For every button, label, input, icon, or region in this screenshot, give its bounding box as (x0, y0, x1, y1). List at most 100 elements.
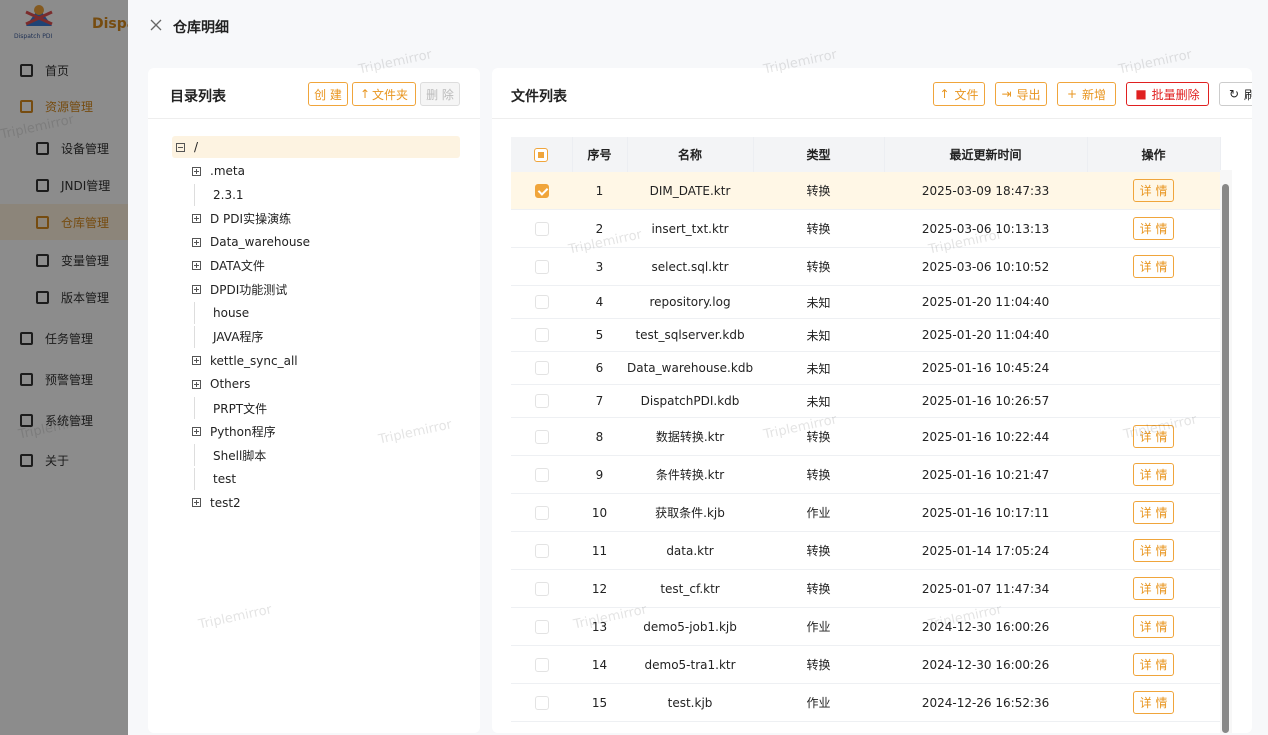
tree-node[interactable]: Data_warehouse (192, 231, 310, 253)
tree-node[interactable]: Shell脚本 (192, 444, 266, 467)
checkbox[interactable] (534, 505, 549, 520)
detail-button[interactable]: 详 情 (1132, 653, 1175, 676)
submenu-item[interactable]: 设备管理 (0, 130, 128, 166)
table-row[interactable]: 9 条件转换.ktr 转换 2025-01-16 10:21:47 详 情 (511, 455, 1221, 494)
tree-node[interactable]: kettle_sync_all (192, 350, 298, 372)
checkbox[interactable] (534, 147, 549, 162)
button[interactable]: ↻ 刷新 (1219, 82, 1252, 106)
table-row[interactable]: 13 demo5-job1.kjb 作业 2024-12-30 16:00:26 详 情 (511, 607, 1221, 646)
tree-node[interactable]: 2.3.1 (192, 183, 244, 206)
button[interactable]: ↑ 文件夹 (352, 82, 416, 106)
expand-icon[interactable] (192, 237, 201, 247)
button[interactable]: 删 除 (420, 82, 460, 106)
expand-icon[interactable] (192, 166, 201, 176)
select-all[interactable] (511, 137, 573, 172)
checkbox[interactable] (534, 295, 549, 310)
detail-button[interactable]: 详 情 (1132, 425, 1175, 448)
tree-node[interactable]: .meta (192, 160, 245, 182)
submenu-item[interactable]: JNDI管理 (0, 167, 128, 203)
button[interactable]: ⇥ 导出 (995, 82, 1047, 106)
checkbox[interactable] (534, 361, 549, 376)
collapse-icon[interactable] (176, 142, 185, 152)
cell-type: 转换 (753, 569, 885, 608)
tree-label: / (194, 140, 199, 154)
table-row[interactable]: 4 repository.log 未知 2025-01-20 11:04:40 (511, 285, 1221, 319)
tree-label: Others (210, 377, 251, 392)
checkbox[interactable] (534, 467, 549, 482)
tree-node[interactable]: PRPT文件 (192, 397, 267, 419)
checkbox[interactable] (534, 657, 549, 672)
detail-button[interactable]: 详 情 (1132, 217, 1175, 240)
button-label: 批量删除 (1151, 87, 1200, 102)
submenu-item[interactable]: 版本管理 (0, 279, 128, 315)
menu-item[interactable]: 关于 (0, 442, 128, 478)
table-row[interactable]: 5 test_sqlserver.kdb 未知 2025-01-20 11:04:40 (511, 318, 1221, 352)
expand-icon[interactable] (192, 213, 201, 223)
button-icon: ↻ (1228, 87, 1240, 101)
menu-icon (36, 215, 49, 229)
table-row[interactable]: 8 数据转换.ktr 转换 2025-01-16 10:22:44 详 情 (511, 417, 1221, 456)
button[interactable]: 创 建 (308, 82, 348, 106)
expand-icon[interactable] (192, 356, 201, 366)
close-button[interactable] (150, 19, 162, 31)
menu-item[interactable]: 首页 (0, 52, 128, 88)
tree-node[interactable]: D PDI实操演练 (192, 207, 291, 229)
scrollbar-thumb[interactable] (1222, 184, 1229, 733)
checkbox[interactable] (534, 183, 549, 198)
tree-node[interactable]: Python程序 (192, 421, 276, 443)
menu-item[interactable]: 任务管理 (0, 320, 128, 356)
submenu-item[interactable]: 仓库管理 (0, 204, 128, 240)
table-row[interactable]: 3 select.sql.ktr 转换 2025-03-06 10:10:52 详 情 (511, 247, 1221, 286)
table-row[interactable]: 7 DispatchPDI.kdb 未知 2025-01-16 10:26:57 (511, 384, 1221, 418)
menu-item[interactable]: 系统管理 (0, 402, 128, 438)
detail-button[interactable]: 详 情 (1132, 179, 1175, 202)
detail-button[interactable]: 详 情 (1132, 255, 1175, 278)
menu-item[interactable]: 预警管理 (0, 361, 128, 397)
tree-node[interactable]: DPDI功能测试 (192, 279, 287, 301)
expand-icon[interactable] (192, 261, 201, 271)
table-row[interactable]: 6 Data_warehouse.kdb 未知 2025-01-16 10:45:24 (511, 351, 1221, 385)
detail-button[interactable]: 详 情 (1132, 691, 1175, 714)
tree-node[interactable]: DATA文件 (192, 255, 265, 277)
tree-node[interactable]: / (172, 136, 460, 158)
tree-node[interactable]: JAVA程序 (192, 325, 263, 348)
checkbox[interactable] (534, 429, 549, 444)
menu-item[interactable]: 资源管理 (0, 88, 128, 124)
button[interactable]: ↑ 文件 (933, 82, 985, 106)
cell-index: 14 (572, 645, 627, 684)
table-row[interactable]: 1 DIM_DATE.ktr 转换 2025-03-09 18:47:33 详 情 (511, 172, 1221, 210)
expand-icon[interactable] (192, 427, 201, 437)
checkbox[interactable] (534, 695, 549, 710)
checkbox[interactable] (534, 581, 549, 596)
detail-button[interactable]: 详 情 (1132, 463, 1175, 486)
table-row[interactable]: 14 demo5-tra1.ktr 转换 2024-12-30 16:00:26 详 情 (511, 645, 1221, 684)
table-row[interactable]: 2 insert_txt.ktr 转换 2025-03-06 10:13:13 详 情 (511, 209, 1221, 248)
tree-node[interactable]: test2 (192, 492, 241, 514)
button[interactable]: ■ 批量删除 (1126, 82, 1209, 106)
expand-icon[interactable] (192, 379, 201, 389)
cell-index: 6 (572, 351, 627, 385)
table-row[interactable]: 12 test_cf.ktr 转换 2025-01-07 11:47:34 详 情 (511, 569, 1221, 608)
checkbox[interactable] (534, 394, 549, 409)
detail-button[interactable]: 详 情 (1132, 539, 1175, 562)
detail-button[interactable]: 详 情 (1132, 615, 1175, 638)
tree-node[interactable]: house (192, 302, 249, 325)
table-row[interactable]: 11 data.ktr 转换 2025-01-14 17:05:24 详 情 (511, 531, 1221, 570)
cell-index: 5 (572, 318, 627, 352)
checkbox[interactable] (534, 221, 549, 236)
checkbox[interactable] (534, 259, 549, 274)
button[interactable]: + 新增 (1057, 82, 1116, 106)
table-row[interactable]: 15 test.kjb 作业 2024-12-26 16:52:36 详 情 (511, 683, 1221, 722)
checkbox[interactable] (534, 543, 549, 558)
detail-button[interactable]: 详 情 (1132, 577, 1175, 600)
checkbox[interactable] (534, 619, 549, 634)
detail-button[interactable]: 详 情 (1132, 501, 1175, 524)
modal-overlay[interactable] (0, 0, 128, 735)
tree-node[interactable]: test (192, 468, 236, 491)
expand-icon[interactable] (192, 498, 201, 508)
checkbox[interactable] (534, 328, 549, 343)
table-row[interactable]: 10 获取条件.kjb 作业 2025-01-16 10:17:11 详 情 (511, 493, 1221, 532)
tree-node[interactable]: Others (192, 373, 250, 395)
submenu-item[interactable]: 变量管理 (0, 242, 128, 278)
expand-icon[interactable] (192, 285, 201, 294)
